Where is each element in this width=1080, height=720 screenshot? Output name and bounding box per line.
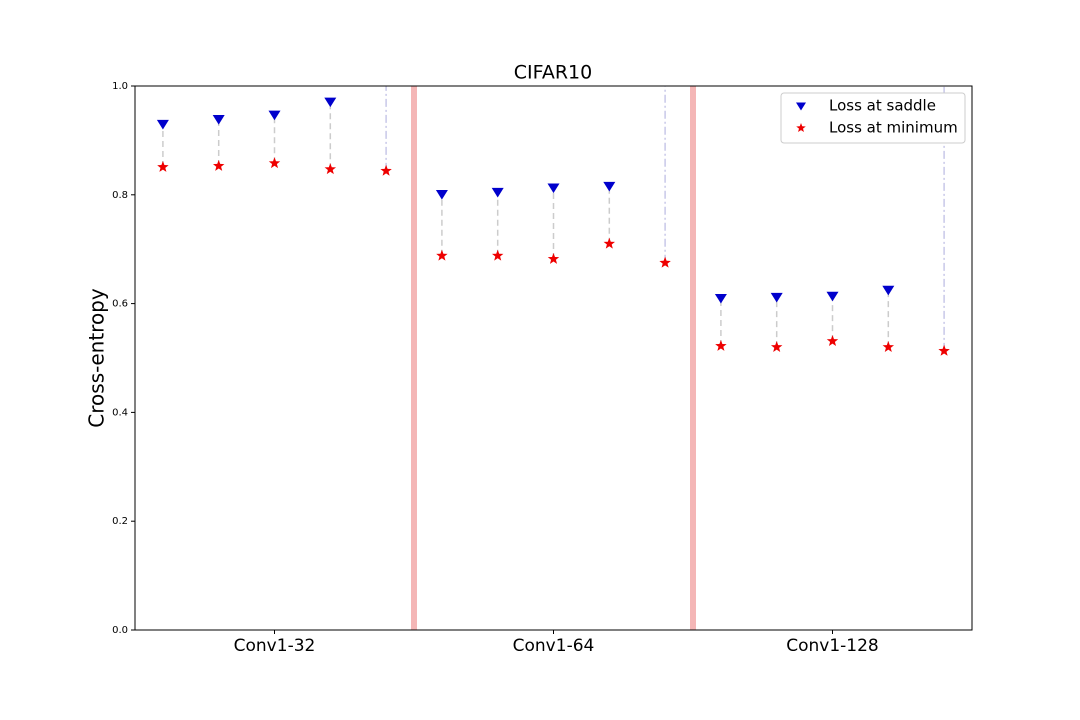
point xyxy=(324,97,337,108)
x-tick-label: Conv1-64 xyxy=(513,636,595,656)
point xyxy=(882,341,895,352)
group-separator xyxy=(690,86,696,630)
point xyxy=(380,164,392,176)
point xyxy=(435,190,448,200)
point xyxy=(770,292,783,303)
point xyxy=(212,114,225,125)
y-tick-label: 0.6 xyxy=(112,299,128,310)
legend-marker xyxy=(796,123,806,133)
point xyxy=(212,159,225,171)
y-tick-label: 1.0 xyxy=(112,81,128,92)
legend-label: Loss at minimum xyxy=(829,119,958,137)
point xyxy=(826,335,839,346)
point xyxy=(603,237,616,249)
point xyxy=(659,256,671,268)
y-tick-label: 0.8 xyxy=(112,190,128,201)
point xyxy=(491,249,504,261)
point xyxy=(156,119,169,130)
point xyxy=(938,344,950,356)
point xyxy=(715,340,727,351)
legend-label: Loss at saddle xyxy=(829,97,936,115)
legend-marker xyxy=(796,102,806,111)
y-tick-label: 0.4 xyxy=(112,407,128,418)
x-tick-label: Conv1-32 xyxy=(234,636,316,656)
point xyxy=(826,291,839,302)
x-tick-label: Conv1-128 xyxy=(786,636,879,656)
point xyxy=(268,110,281,121)
point xyxy=(157,161,169,172)
legend-box xyxy=(780,92,966,144)
point xyxy=(268,157,281,169)
point xyxy=(603,181,616,192)
y-axis-label: Cross-entropy xyxy=(85,288,109,428)
point xyxy=(770,341,783,352)
point xyxy=(714,293,727,304)
point xyxy=(436,249,448,261)
point xyxy=(882,285,895,296)
y-tick-label: 0.0 xyxy=(112,625,128,636)
point xyxy=(547,183,560,194)
point xyxy=(324,163,337,175)
point xyxy=(491,187,504,198)
chart-title: CIFAR10 xyxy=(514,62,592,84)
point xyxy=(547,252,560,264)
y-tick-label: 0.2 xyxy=(112,516,128,527)
group-separator xyxy=(411,86,417,630)
